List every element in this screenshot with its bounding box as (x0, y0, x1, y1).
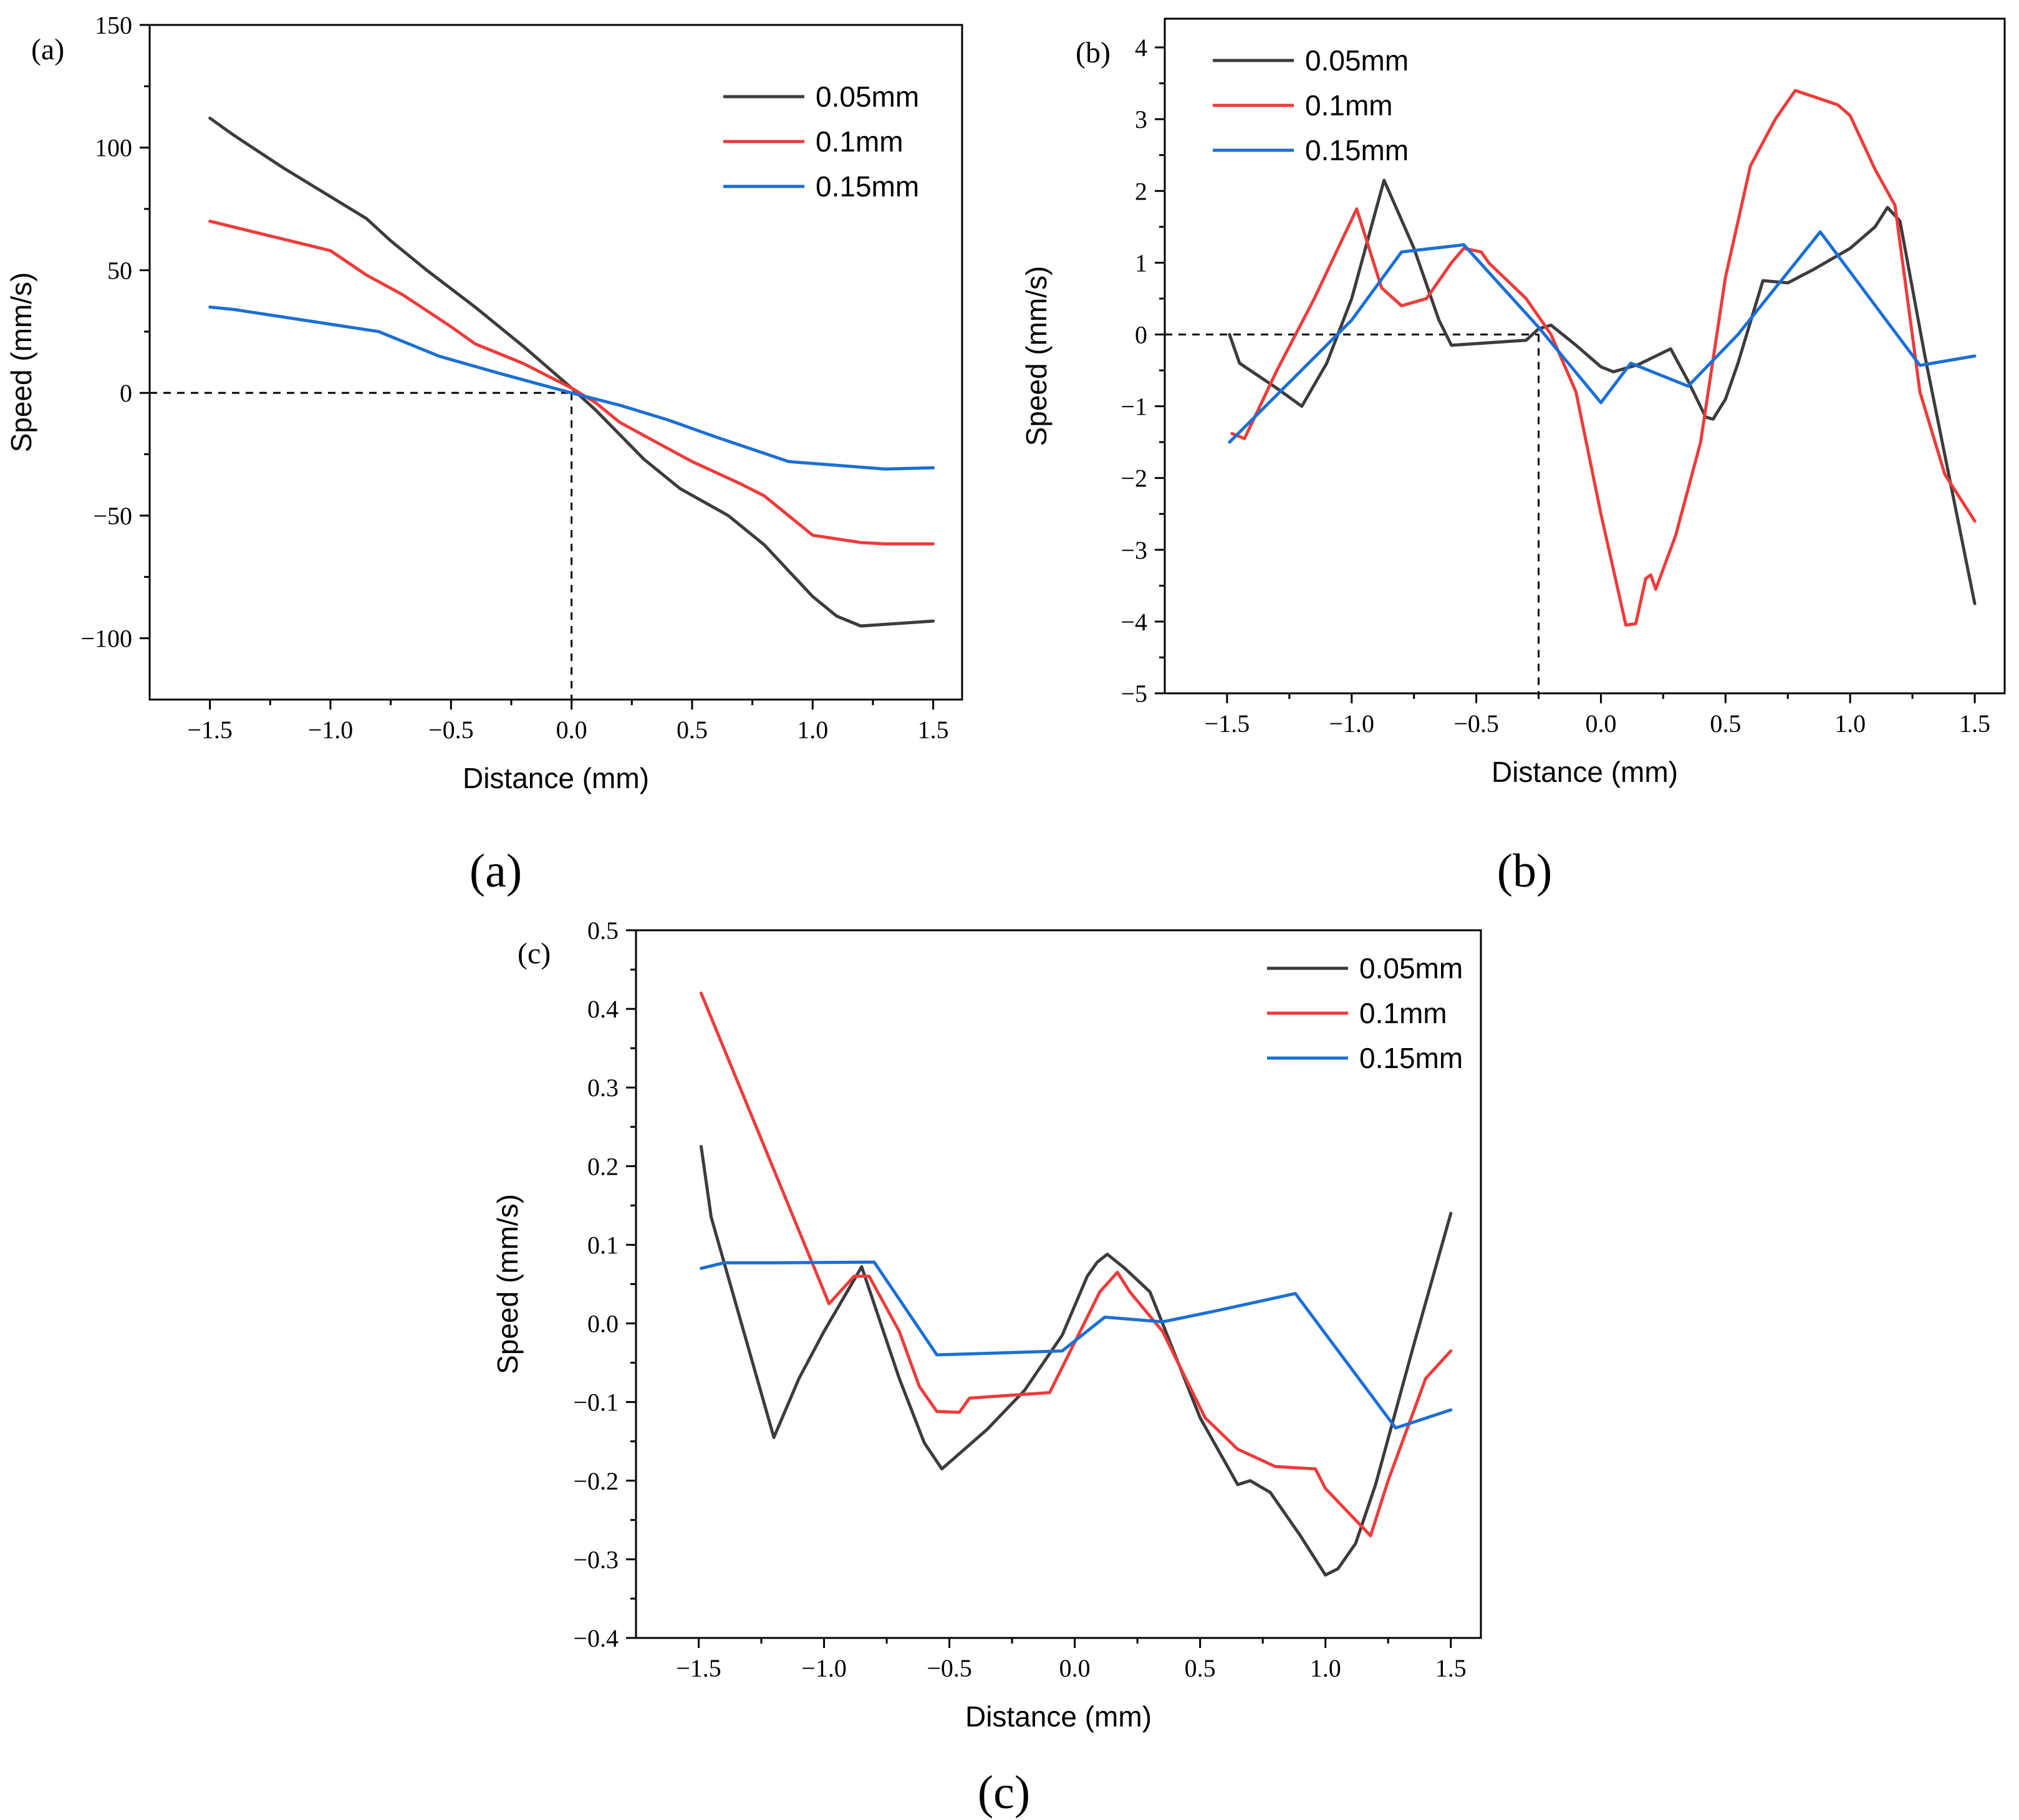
x-tick-label: 0.5 (1185, 1654, 1216, 1682)
x-tick-label: 1.5 (1959, 710, 1990, 738)
x-axis-title: Distance (mm) (463, 762, 649, 794)
y-tick-label: −50 (93, 502, 132, 530)
panel-a: −1.5 −1.0 −0.5 0.0 0.5 1.0 1.5 −100 −50 0 50 100 150… (5, 11, 963, 897)
x-tick-label: 0.0 (1585, 710, 1616, 738)
series-line-0.15mm (208, 306, 935, 471)
plot-frame (148, 24, 963, 701)
legend-label: 0.05mm (1359, 952, 1463, 985)
x-tick-label: 1.0 (1834, 710, 1866, 738)
y-tick-label: −100 (80, 625, 132, 653)
y-axis-title: Speed (mm/s) (1020, 266, 1053, 446)
x-tick-label: −1.0 (1329, 710, 1374, 738)
panel-caption: (b) (1497, 845, 1553, 897)
y-tick-label: 0.5 (587, 917, 619, 945)
y-tick-label: −0.4 (573, 1624, 619, 1652)
x-tick-label: 1.0 (1310, 1654, 1341, 1682)
legend-label: 0.15mm (816, 170, 919, 203)
y-tick-label: −0.1 (573, 1389, 619, 1417)
series-line-0.1mm (208, 219, 935, 546)
x-tick-label: −0.5 (1453, 710, 1499, 738)
y-tick-label: −5 (1120, 680, 1147, 708)
y-tick-label: 0 (1135, 320, 1147, 349)
y-tick-label: 0 (120, 379, 132, 407)
panel-tag: (b) (1076, 36, 1111, 69)
legend-label: 0.1mm (1359, 997, 1447, 1029)
series-line-0.1mm (1230, 89, 1977, 627)
y-tick-label: −4 (1120, 608, 1147, 636)
x-tick-label: 1.0 (797, 716, 828, 744)
series-line-0.15mm (1228, 230, 1977, 444)
legend-label: 0.15mm (1359, 1042, 1463, 1074)
panel-caption: (a) (470, 845, 522, 897)
y-tick-label: 0.1 (587, 1231, 619, 1259)
plot-frame (635, 929, 1482, 1639)
y-axis-title: Speed (mm/s) (491, 1194, 524, 1374)
x-tick-label: −0.5 (927, 1654, 972, 1682)
x-tick-label: 1.5 (918, 716, 949, 744)
x-tick-label: 0.0 (556, 716, 587, 744)
x-tick-label: −1.5 (1205, 710, 1250, 738)
x-tick-label: −0.5 (428, 716, 474, 744)
x-tick-label: −1.5 (187, 716, 233, 744)
y-tick-label: 0.4 (587, 995, 619, 1023)
y-tick-label: 100 (95, 134, 132, 162)
legend-label: 0.1mm (816, 125, 903, 158)
y-tick-label: 1 (1135, 249, 1147, 277)
series-line-0.1mm (700, 991, 1453, 1538)
y-tick-label: −2 (1120, 465, 1147, 493)
x-tick-label: 0.5 (1710, 710, 1741, 738)
y-tick-label: 4 (1135, 34, 1147, 62)
x-tick-label: −1.0 (801, 1654, 847, 1682)
y-tick-label: 0.0 (587, 1310, 619, 1338)
series-line-0.15mm (700, 1260, 1453, 1430)
panel-tag: (a) (31, 33, 64, 66)
plot-frame (1164, 17, 2006, 695)
y-tick-label: 50 (107, 256, 132, 284)
panel-caption: (c) (978, 1766, 1030, 1819)
panel-c: −1.5 −1.0 −0.5 0.0 0.5 1.0 1.5 −0.4 −0.3 −0.2 −0.1… (491, 917, 1482, 1819)
y-tick-label: −3 (1120, 536, 1147, 564)
y-tick-label: 0.2 (587, 1152, 619, 1180)
legend-label: 0.05mm (1305, 44, 1409, 77)
y-tick-label: 3 (1135, 105, 1147, 133)
x-tick-label: −1.0 (308, 716, 354, 744)
y-tick-label: 150 (95, 11, 132, 39)
panel-b: −1.5 −1.0 −0.5 0.0 0.5 1.0 1.5 −5 −4 −3 −2 −1 0 1 2 3 4 0… (1020, 17, 2006, 897)
y-tick-label: −0.2 (573, 1467, 619, 1495)
legend-label: 0.15mm (1305, 134, 1409, 166)
series-line-0.05mm (208, 117, 935, 628)
y-tick-label: −0.3 (573, 1546, 619, 1574)
panel-tag: (c) (518, 937, 551, 970)
x-axis-title: Distance (mm) (965, 1700, 1152, 1733)
x-tick-label: 0.0 (1059, 1654, 1091, 1682)
x-tick-label: −1.5 (676, 1654, 721, 1682)
y-axis-title: Speed (mm/s) (5, 272, 37, 453)
legend-label: 0.05mm (816, 80, 919, 113)
series-line-0.05mm (700, 1145, 1453, 1577)
y-tick-label: −1 (1120, 393, 1147, 421)
y-tick-label: 2 (1135, 177, 1147, 205)
x-axis-title: Distance (mm) (1491, 756, 1678, 788)
x-tick-label: 0.5 (677, 716, 708, 744)
x-tick-label: 1.5 (1435, 1654, 1467, 1682)
legend-label: 0.1mm (1305, 89, 1393, 122)
y-tick-label: 0.3 (587, 1074, 619, 1102)
